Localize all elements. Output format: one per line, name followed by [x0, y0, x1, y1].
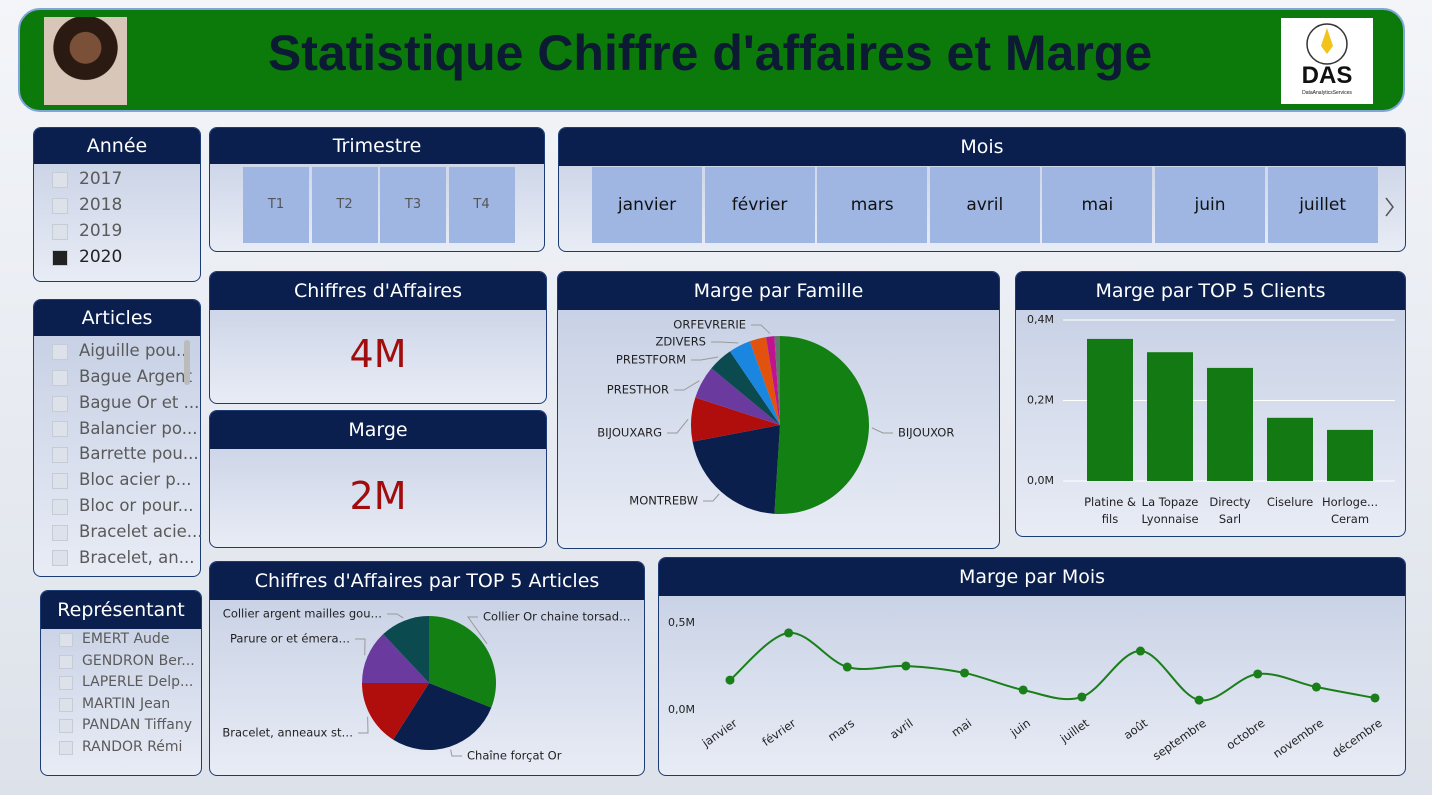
checkbox[interactable]	[52, 172, 68, 188]
checkbox[interactable]	[59, 741, 73, 755]
tile[interactable]: février	[704, 167, 815, 243]
slicer-item[interactable]: 2017	[79, 168, 123, 189]
panel-title: Chiffres d'Affaires par TOP 5 Articles	[210, 562, 644, 600]
tile[interactable]: avril	[929, 167, 1040, 243]
slicer-item[interactable]: Bague Or et ...	[79, 392, 200, 412]
panel-title: Chiffres d'Affaires	[210, 272, 546, 310]
logo-subtext: DataAnalyticsServices	[1302, 90, 1352, 96]
slicer-item[interactable]: Aiguille pou...	[79, 341, 192, 361]
checkbox[interactable]	[52, 447, 68, 464]
slicer-item[interactable]: Bague Argent	[79, 367, 193, 387]
panel-title: Marge par Famille	[558, 272, 999, 310]
panel-title: Articles	[34, 300, 200, 336]
panel-title: Marge par Mois	[659, 558, 1405, 596]
slicer-item[interactable]: Balancier po...	[79, 418, 198, 438]
checkbox[interactable]	[59, 719, 73, 734]
x-tick-label: Horloge... Ceram	[1322, 495, 1378, 526]
panel: Marge par Famille	[557, 271, 1000, 549]
slicer-item[interactable]: Barrette pou...	[79, 444, 199, 464]
checkbox[interactable]	[52, 395, 68, 412]
checkbox[interactable]	[59, 633, 73, 647]
panel-title: Année	[34, 128, 200, 164]
checkbox[interactable]	[52, 498, 68, 515]
tile[interactable]: janvier	[592, 167, 702, 243]
slicer-item[interactable]: Bloc acier p...	[79, 470, 192, 490]
logo: DAS DataAnalyticsServices	[1281, 18, 1373, 104]
logo-icon	[1306, 23, 1348, 65]
checkbox[interactable]	[52, 473, 68, 489]
slicer-item[interactable]: RANDOR Rémi	[82, 738, 183, 755]
x-tick-label: Platine & fils	[1084, 495, 1136, 526]
checkbox[interactable]	[52, 198, 68, 214]
checkbox[interactable]	[52, 524, 68, 541]
checkbox[interactable]	[52, 550, 68, 567]
slicer-item[interactable]: EMERT Aude	[82, 630, 170, 647]
panel: Chiffres d'Affaires	[209, 271, 547, 404]
checkbox[interactable]	[52, 250, 68, 266]
checkbox[interactable]	[52, 224, 68, 240]
panel-title: Marge	[210, 411, 546, 449]
tile[interactable]: mars	[817, 167, 928, 243]
tile[interactable]: T1	[243, 167, 309, 243]
panel-title: Mois	[559, 128, 1405, 166]
slicer-item[interactable]: 2020	[79, 246, 123, 267]
panel-title: Marge par TOP 5 Clients	[1016, 272, 1405, 310]
slicer-item[interactable]: LAPERLE Delp...	[82, 674, 194, 691]
slicer-item[interactable]: Bloc or pour...	[79, 496, 194, 516]
tile[interactable]: T3	[380, 167, 446, 243]
tile[interactable]: T4	[448, 167, 515, 243]
logo-text: DAS	[1301, 62, 1353, 89]
checkbox[interactable]	[59, 697, 73, 712]
x-tick-label: Directy Sarl	[1209, 495, 1251, 526]
checkbox[interactable]	[52, 421, 68, 438]
slicer-item[interactable]: Bracelet, an...	[79, 547, 195, 567]
panel: Année	[33, 127, 201, 282]
tile[interactable]: mai	[1042, 167, 1153, 243]
tile[interactable]: T2	[311, 167, 378, 243]
card-value: 2M	[349, 474, 407, 518]
panel: Chiffres d'Affaires par TOP 5 Articles	[209, 561, 645, 776]
profile-photo	[44, 17, 127, 105]
tile[interactable]: juillet	[1267, 167, 1378, 243]
panel-title: Représentant	[41, 591, 201, 629]
slicer-item[interactable]: PANDAN Tiffany	[82, 717, 193, 734]
slicer-item[interactable]: Bracelet acie...	[79, 521, 203, 541]
card-value: 4M	[349, 332, 407, 376]
tile[interactable]: juin	[1155, 167, 1265, 243]
scrollbar	[184, 340, 190, 385]
checkbox[interactable]	[59, 676, 73, 691]
slicer-item[interactable]: 2018	[79, 194, 123, 215]
x-tick-label: Ciselure	[1266, 495, 1314, 509]
checkbox[interactable]	[52, 369, 68, 386]
panel-title: Trimestre	[210, 128, 544, 164]
header-bar	[18, 8, 1405, 112]
x-tick-label: La Topaze Lyonnaise	[1141, 495, 1199, 526]
slicer-item[interactable]: GENDRON Ber...	[82, 652, 195, 669]
slicer-item[interactable]: MARTIN Jean	[82, 695, 171, 712]
slicer-item[interactable]: 2019	[79, 220, 123, 241]
panel: Marge par Mois	[658, 557, 1406, 776]
checkbox[interactable]	[52, 344, 68, 360]
panel: Marge	[209, 410, 547, 548]
page-title: Statistique Chiffre d'affaires et Marge	[267, 25, 1153, 81]
checkbox[interactable]	[59, 654, 73, 669]
